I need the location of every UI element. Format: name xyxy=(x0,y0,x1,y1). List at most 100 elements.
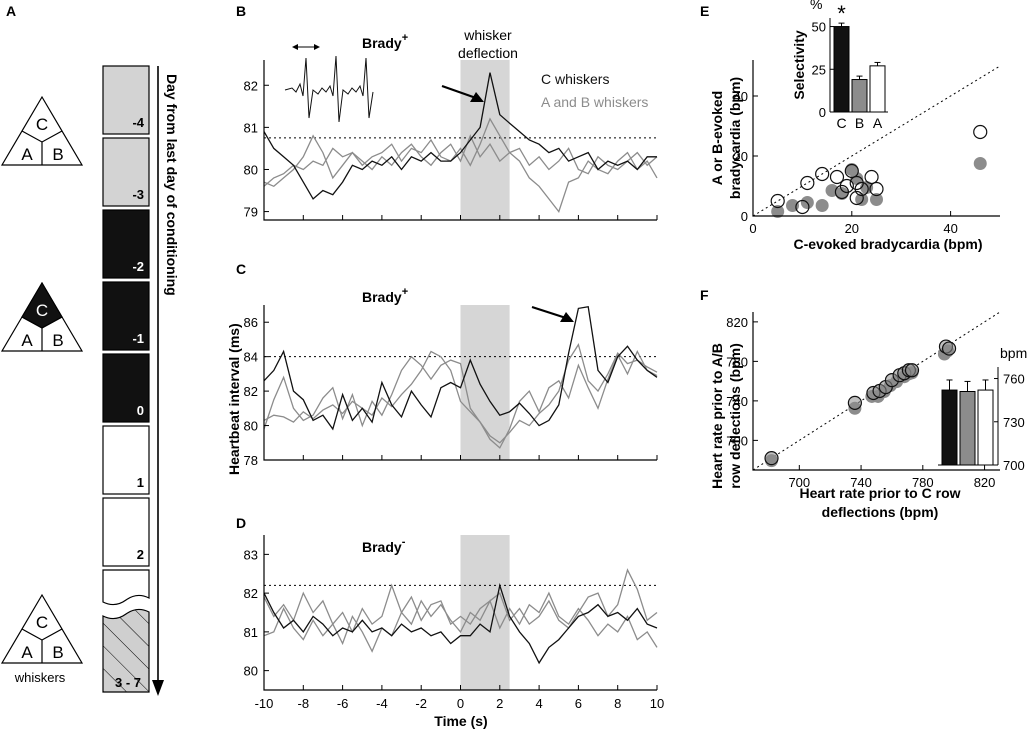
day-box-6 xyxy=(102,497,150,567)
data-point-open xyxy=(815,166,830,182)
x-tick-label: 700 xyxy=(788,475,810,490)
data-point-filled xyxy=(870,193,883,206)
day-box-label: 1 xyxy=(137,475,144,490)
panel-f-label: F xyxy=(700,287,709,303)
inset-y-tick-label: 25 xyxy=(812,62,826,77)
triangle-letter-c: C xyxy=(36,613,48,632)
y-tick-label: 83 xyxy=(244,547,258,562)
data-point-open xyxy=(904,363,920,378)
deflection-shade xyxy=(460,535,510,690)
data-point-open xyxy=(764,451,779,466)
panel-b-annotations: B Brady+ whisker deflection C whiskers A… xyxy=(236,3,648,123)
day-boxes: -4 -3 -2 -1 0 1 2 3 - 7 xyxy=(102,65,150,693)
y-tick-label: 80 xyxy=(244,664,258,679)
data-point-filled xyxy=(835,187,849,200)
panel-e-xlabel: C-evoked bradycardia (bpm) xyxy=(793,236,982,252)
y-tick-label: 81 xyxy=(244,120,258,135)
day-box-label: -2 xyxy=(132,259,144,274)
y-tick-label: 820 xyxy=(726,315,748,330)
deflection-shade xyxy=(460,305,510,460)
inset-unit-label: % xyxy=(810,0,822,12)
inset-unit-label: bpm xyxy=(1000,345,1027,361)
y-tick-label: 78 xyxy=(244,453,258,468)
triangle-letter-c: C xyxy=(36,115,48,134)
panel-d-annotations: D Brady- Time (s) xyxy=(236,515,488,729)
panel-d-label: D xyxy=(236,515,246,531)
data-point-open xyxy=(800,175,815,191)
inset-bar-b xyxy=(959,391,976,466)
peak-arrow xyxy=(531,305,567,320)
panel-e: 0 20 40 0 20 40 xyxy=(734,60,1001,236)
peak-arrowhead xyxy=(470,92,484,102)
y-tick-label: 81 xyxy=(244,625,258,640)
panel-e-inset: C B A 0 25 50% Selectivity * xyxy=(791,0,888,131)
y-tick-label: 79 xyxy=(244,205,258,220)
peak-arrowhead xyxy=(560,312,574,322)
x-tick-label: 20 xyxy=(845,221,859,236)
day-box-0 xyxy=(102,65,150,135)
series-line-a-whiskers xyxy=(263,568,658,634)
day-box-label: -1 xyxy=(132,331,144,346)
panel-c: 78 80 82 84 86 xyxy=(244,305,658,468)
triangle-letter-a: A xyxy=(21,643,33,662)
triangle-letter-c: C xyxy=(36,301,48,320)
data-point-filled xyxy=(855,193,869,206)
inset-y-tick-label: 0 xyxy=(819,105,826,120)
inset-bar-c xyxy=(941,389,958,466)
time-axis-label: Time (s) xyxy=(434,713,487,729)
y-tick-label: 82 xyxy=(244,384,258,399)
x-tick-label: -8 xyxy=(298,696,310,711)
brady-minus-label: Brady- xyxy=(362,536,406,555)
brady-plus-label: Brady+ xyxy=(362,286,408,305)
panel-b-label: B xyxy=(236,3,246,19)
inset-y-tick-label: 730 xyxy=(1003,415,1025,430)
whisker-deflection-label-line2: deflection xyxy=(458,45,518,61)
data-point-open xyxy=(849,190,864,206)
x-tick-label: 0 xyxy=(749,221,756,236)
data-point-open xyxy=(844,163,859,179)
day-box-4 xyxy=(102,353,150,423)
triangle-letter-a: A xyxy=(21,331,33,350)
panel-e-label: E xyxy=(700,3,709,19)
brady-plus-label: Brady+ xyxy=(362,32,408,51)
timeline-arrowhead xyxy=(152,680,164,696)
day-box-7 xyxy=(102,608,150,693)
inset-y-tick-label: 700 xyxy=(1003,458,1025,473)
data-point-filled xyxy=(973,157,987,170)
inset-bar-b xyxy=(851,79,868,113)
series-line-c-whiskers xyxy=(263,72,657,200)
inset-category-label: A xyxy=(873,115,883,131)
data-point-filled xyxy=(771,205,785,218)
y-tick-label: 82 xyxy=(244,586,258,601)
x-tick-label: 820 xyxy=(974,475,996,490)
legend-c-whiskers: C whiskers xyxy=(541,71,609,87)
y-tick-label: 80 xyxy=(244,419,258,434)
day-box-2 xyxy=(102,209,150,279)
series-line-a-whiskers xyxy=(263,349,658,449)
inset-category-label: C xyxy=(836,115,846,131)
data-point-open xyxy=(839,178,854,194)
triangle-letter-b: B xyxy=(52,145,63,164)
heartbeat-axis-label: Heartbeat interval (ms) xyxy=(226,323,242,475)
x-tick-label: -2 xyxy=(415,696,427,711)
x-tick-label: 10 xyxy=(650,696,664,711)
data-point-open xyxy=(854,181,869,197)
whisker-triangle-baseline: C A B xyxy=(0,95,84,166)
triangle-letter-b: B xyxy=(52,643,63,662)
x-tick-label: 6 xyxy=(575,696,582,711)
day-box-label: 0 xyxy=(137,403,144,418)
data-point-open xyxy=(941,341,957,356)
data-point-open xyxy=(829,169,845,185)
x-tick-label: 780 xyxy=(912,475,934,490)
panel-b: 79 80 81 82 xyxy=(244,60,658,221)
y-tick-label: 84 xyxy=(244,350,258,365)
x-tick-label: 40 xyxy=(943,221,957,236)
panel-f: 700 740 780 820 700 740 780 820 xyxy=(726,311,1001,490)
x-tick-label: 4 xyxy=(535,696,542,711)
panel-a-label: A xyxy=(6,3,16,19)
day-box-1 xyxy=(102,137,150,207)
day-box-label: 2 xyxy=(137,547,144,562)
series-line-a-whiskers xyxy=(263,117,658,213)
whiskers-label: whiskers xyxy=(14,670,66,685)
